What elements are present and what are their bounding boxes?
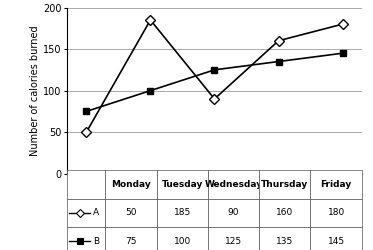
- Y-axis label: Number of calories burned: Number of calories burned: [30, 25, 40, 156]
- Text: B: B: [93, 237, 99, 246]
- Text: A: A: [93, 208, 99, 218]
